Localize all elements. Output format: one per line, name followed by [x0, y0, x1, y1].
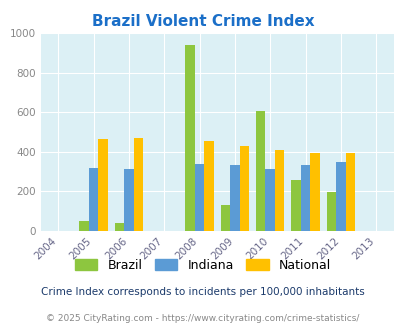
Bar — [265, 169, 274, 231]
Bar — [124, 169, 133, 231]
Text: Brazil Violent Crime Index: Brazil Violent Crime Index — [92, 14, 313, 29]
Bar — [230, 165, 239, 231]
Bar — [79, 221, 89, 231]
Bar — [255, 111, 265, 231]
Bar — [290, 180, 300, 231]
Bar — [89, 168, 98, 231]
Bar — [300, 165, 309, 231]
Bar — [194, 164, 204, 231]
Bar — [326, 192, 335, 231]
Bar — [133, 138, 143, 231]
Bar — [204, 141, 213, 231]
Bar — [274, 150, 284, 231]
Bar — [98, 139, 108, 231]
Bar — [335, 162, 345, 231]
Bar — [220, 205, 230, 231]
Legend: Brazil, Indiana, National: Brazil, Indiana, National — [71, 255, 334, 276]
Bar — [345, 153, 354, 231]
Bar — [185, 45, 194, 231]
Bar — [114, 223, 124, 231]
Bar — [309, 153, 319, 231]
Bar — [239, 146, 249, 231]
Text: Crime Index corresponds to incidents per 100,000 inhabitants: Crime Index corresponds to incidents per… — [41, 287, 364, 297]
Text: © 2025 CityRating.com - https://www.cityrating.com/crime-statistics/: © 2025 CityRating.com - https://www.city… — [46, 314, 359, 323]
